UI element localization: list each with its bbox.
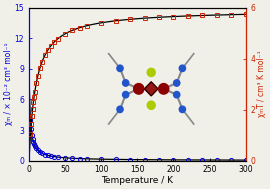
Circle shape	[123, 91, 129, 98]
Circle shape	[147, 101, 155, 109]
Y-axis label: χₘ / × 10⁻² cm³ mol⁻¹: χₘ / × 10⁻² cm³ mol⁻¹	[4, 43, 13, 125]
Circle shape	[117, 65, 123, 72]
Circle shape	[179, 106, 185, 113]
Circle shape	[179, 65, 185, 72]
Circle shape	[174, 91, 180, 98]
Circle shape	[174, 80, 180, 86]
Circle shape	[134, 84, 144, 94]
Circle shape	[123, 80, 129, 86]
Circle shape	[117, 106, 123, 113]
X-axis label: Temperature / K: Temperature / K	[101, 176, 173, 185]
Circle shape	[158, 84, 169, 94]
Circle shape	[147, 68, 155, 77]
Y-axis label: χₘT / cm³ K mol⁻¹: χₘT / cm³ K mol⁻¹	[257, 51, 266, 117]
Polygon shape	[144, 82, 158, 96]
